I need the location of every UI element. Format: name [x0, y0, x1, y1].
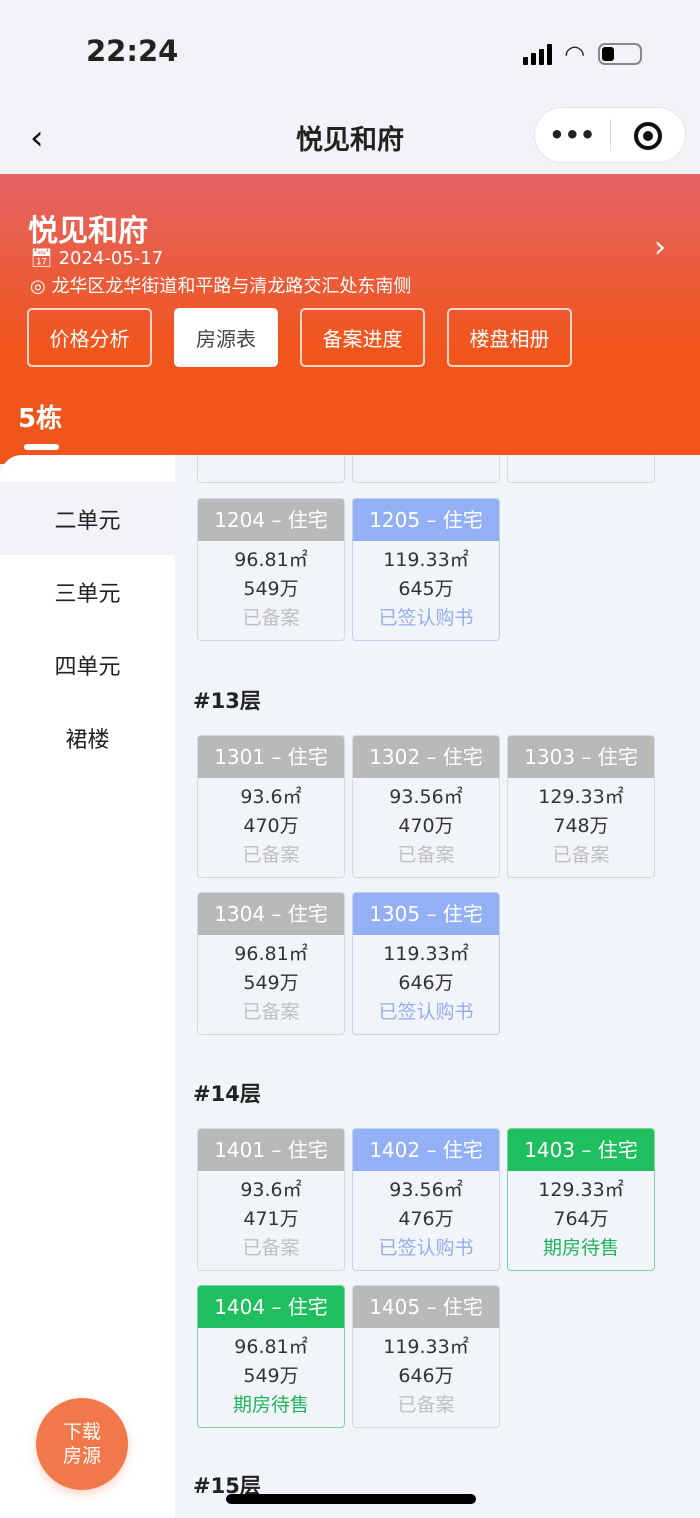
- unit-title: 1305 – 住宅: [353, 893, 499, 935]
- unit-sidebar: 二单元 三单元 四单元 裙楼: [0, 455, 175, 1518]
- unit-card[interactable]: [352, 455, 500, 483]
- unit-price: 476万: [398, 1208, 454, 1230]
- unit-area: 119.33㎡: [383, 943, 469, 965]
- location-icon: ◎: [30, 276, 52, 297]
- project-address: 龙华区龙华街道和平路与清龙路交汇处东南侧: [51, 276, 412, 297]
- unit-title: 1304 – 住宅: [198, 893, 344, 935]
- clock: 22:24: [86, 34, 179, 68]
- unit-status: 期房待售: [232, 1394, 309, 1416]
- unit-status: 已签认购书: [378, 1237, 474, 1259]
- listing-grid: 1204 – 住宅 96.81㎡ 549万 已备案 1205 – 住宅 119.33㎡ 64…: [175, 455, 700, 1510]
- tab-price-analysis[interactable]: 价格分析: [27, 308, 152, 367]
- building-tab-indicator: [24, 444, 59, 450]
- unit-card[interactable]: 1401 – 住宅 93.6㎡ 471万已备案: [197, 1128, 345, 1271]
- unit-card[interactable]: [507, 455, 655, 483]
- unit-card[interactable]: 1205 – 住宅 119.33㎡ 645万已签认购书: [352, 498, 500, 641]
- tab-filing-progress[interactable]: 备案进度: [300, 308, 425, 367]
- unit-area: 93.56㎡: [389, 786, 463, 808]
- tab-photo-album[interactable]: 楼盘相册: [447, 308, 572, 367]
- unit-card[interactable]: 1405 – 住宅 119.33㎡ 646万已备案: [352, 1285, 500, 1428]
- nav-bar: ‹ 悦见和府 •••: [0, 100, 700, 174]
- unit-card[interactable]: 1402 – 住宅 93.56㎡ 476万已签认购书: [352, 1128, 500, 1271]
- unit-price: 764万: [553, 1208, 609, 1230]
- unit-area: 93.6㎡: [240, 1179, 302, 1201]
- unit-price: 549万: [243, 1365, 299, 1387]
- unit-price: 549万: [243, 972, 299, 994]
- unit-title: 1405 – 住宅: [353, 1286, 499, 1328]
- unit-area: 129.33㎡: [538, 786, 624, 808]
- unit-card[interactable]: 1204 – 住宅 96.81㎡ 549万已备案: [197, 498, 345, 641]
- unit-title: 1205 – 住宅: [353, 499, 499, 541]
- wifi-icon: ◠: [565, 40, 584, 68]
- unit-area: 93.6㎡: [240, 786, 302, 808]
- target-icon: [633, 121, 662, 150]
- unit-title: 1401 – 住宅: [198, 1129, 344, 1171]
- unit-title: 1303 – 住宅: [508, 736, 654, 778]
- sidebar-item-unit-2[interactable]: 二单元: [0, 482, 175, 555]
- unit-area: 96.81㎡: [234, 549, 308, 571]
- unit-card[interactable]: 1303 – 住宅 129.33㎡ 748万已备案: [507, 735, 655, 878]
- project-date: 2024-05-17: [58, 248, 164, 269]
- unit-title: 1301 – 住宅: [198, 736, 344, 778]
- sidebar-item-podium[interactable]: 裙楼: [65, 727, 110, 753]
- sidebar-item-unit-4[interactable]: 四单元: [54, 654, 121, 680]
- unit-status: 已备案: [552, 844, 610, 866]
- unit-card[interactable]: 1404 – 住宅 96.81㎡ 549万期房待售: [197, 1285, 345, 1428]
- unit-price: 646万: [398, 972, 454, 994]
- tab-listing-table[interactable]: 房源表: [174, 308, 278, 367]
- unit-area: 93.56㎡: [389, 1179, 463, 1201]
- unit-price: 645万: [398, 578, 454, 600]
- unit-status: 期房待售: [542, 1237, 619, 1259]
- building-tab[interactable]: 5栋: [18, 404, 63, 434]
- unit-status: 已备案: [242, 1237, 300, 1259]
- unit-status: 已备案: [397, 1394, 455, 1416]
- battery-icon: [598, 43, 642, 65]
- unit-card[interactable]: 1304 – 住宅 96.81㎡ 549万已备案: [197, 892, 345, 1035]
- nav-title: 悦见和府: [296, 125, 404, 156]
- unit-price: 470万: [243, 815, 299, 837]
- unit-price: 549万: [243, 578, 299, 600]
- unit-area: 119.33㎡: [383, 1336, 469, 1358]
- unit-price: 748万: [553, 815, 609, 837]
- unit-status: 已备案: [397, 844, 455, 866]
- unit-card[interactable]: 1302 – 住宅 93.56㎡ 470万已备案: [352, 735, 500, 878]
- unit-area: 119.33㎡: [383, 549, 469, 571]
- unit-title: 1204 – 住宅: [198, 499, 344, 541]
- unit-status: 已备案: [242, 607, 300, 629]
- unit-price: 646万: [398, 1365, 454, 1387]
- project-header: 悦见和府 📅︎ 2024-05-17 ◎ 龙华区龙华街道和平路与清龙路交汇处东南…: [0, 174, 700, 464]
- project-title: 悦见和府: [28, 214, 148, 249]
- back-button[interactable]: ‹: [30, 118, 44, 158]
- unit-card[interactable]: 1305 – 住宅 119.33㎡ 646万已签认购书: [352, 892, 500, 1035]
- unit-card[interactable]: 1403 – 住宅 129.33㎡ 764万期房待售: [507, 1128, 655, 1271]
- close-button[interactable]: [611, 121, 686, 150]
- unit-area: 96.81㎡: [234, 1336, 308, 1358]
- unit-title: 1403 – 住宅: [508, 1129, 654, 1171]
- chevron-right-icon[interactable]: ›: [654, 230, 666, 265]
- unit-card[interactable]: [197, 455, 345, 483]
- unit-price: 470万: [398, 815, 454, 837]
- unit-card[interactable]: 1301 – 住宅 93.6㎡ 470万已备案: [197, 735, 345, 878]
- download-listings-button[interactable]: 下载 房源: [36, 1398, 128, 1490]
- unit-title: 1402 – 住宅: [353, 1129, 499, 1171]
- home-indicator: [226, 1494, 476, 1504]
- sidebar-item-unit-3[interactable]: 三单元: [54, 581, 121, 607]
- unit-title: 1302 – 住宅: [353, 736, 499, 778]
- unit-status: 已备案: [242, 1001, 300, 1023]
- more-button[interactable]: •••: [549, 121, 596, 149]
- calendar-icon: 📅︎: [30, 248, 59, 269]
- floor-label: #13层: [193, 689, 261, 713]
- unit-price: 471万: [243, 1208, 299, 1230]
- unit-status: 已签认购书: [378, 1001, 474, 1023]
- status-bar: 22:24 ◠: [0, 0, 700, 100]
- unit-status: 已备案: [242, 844, 300, 866]
- unit-title: 1404 – 住宅: [198, 1286, 344, 1328]
- mini-program-capsule: •••: [534, 107, 686, 163]
- unit-status: 已签认购书: [378, 607, 474, 629]
- signal-icon: [522, 43, 552, 65]
- unit-area: 129.33㎡: [538, 1179, 624, 1201]
- floor-label: #14层: [193, 1082, 261, 1106]
- unit-area: 96.81㎡: [234, 943, 308, 965]
